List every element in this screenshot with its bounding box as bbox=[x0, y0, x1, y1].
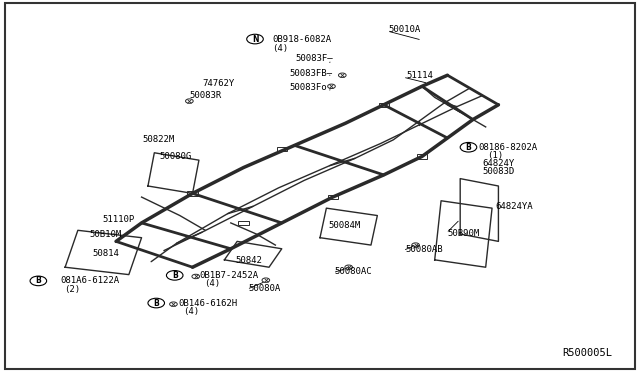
Text: N: N bbox=[252, 35, 259, 44]
Text: B: B bbox=[35, 276, 41, 285]
Text: 50822M: 50822M bbox=[143, 135, 175, 144]
Bar bbox=[188, 191, 198, 196]
Text: B: B bbox=[154, 299, 159, 308]
Text: 50080A: 50080A bbox=[248, 284, 281, 293]
Text: 0B146-6162H: 0B146-6162H bbox=[179, 299, 237, 308]
Text: 50083FB―: 50083FB― bbox=[289, 69, 332, 78]
Circle shape bbox=[246, 34, 263, 44]
Text: 50083D: 50083D bbox=[483, 167, 515, 176]
Text: 50B90M: 50B90M bbox=[447, 229, 480, 238]
Text: (2): (2) bbox=[64, 285, 80, 294]
Text: (1): (1) bbox=[487, 151, 503, 160]
Circle shape bbox=[148, 298, 164, 308]
Text: (4): (4) bbox=[204, 279, 220, 288]
Text: 50084M: 50084M bbox=[328, 221, 360, 230]
Bar bbox=[417, 154, 427, 159]
Text: 0B918-6082A: 0B918-6082A bbox=[272, 35, 332, 44]
Bar bbox=[328, 195, 338, 199]
Text: 74762Y: 74762Y bbox=[202, 79, 234, 88]
Text: 51110P: 51110P bbox=[102, 215, 134, 224]
Text: 50083R: 50083R bbox=[189, 91, 221, 100]
Text: 50080AB: 50080AB bbox=[405, 245, 443, 254]
Text: 51114: 51114 bbox=[406, 71, 433, 80]
Text: 0B1B7-2452A: 0B1B7-2452A bbox=[199, 271, 258, 280]
Text: 50B10M: 50B10M bbox=[90, 230, 122, 239]
Text: 50080AC: 50080AC bbox=[335, 267, 372, 276]
Text: 64824YA: 64824YA bbox=[495, 202, 533, 211]
Text: (4): (4) bbox=[272, 44, 289, 53]
Circle shape bbox=[166, 270, 183, 280]
Circle shape bbox=[30, 276, 47, 286]
Text: B: B bbox=[172, 271, 177, 280]
Text: 081A6-6122A: 081A6-6122A bbox=[60, 276, 119, 285]
Text: 50842: 50842 bbox=[236, 256, 263, 265]
Bar bbox=[276, 147, 287, 151]
Circle shape bbox=[460, 142, 477, 152]
Text: 50083F―: 50083F― bbox=[296, 54, 333, 63]
Text: B: B bbox=[465, 143, 471, 152]
Text: 50814: 50814 bbox=[93, 249, 120, 258]
Bar bbox=[239, 221, 248, 225]
Bar bbox=[379, 103, 389, 107]
Text: 64824Y: 64824Y bbox=[483, 159, 515, 169]
Text: 08186-8202A: 08186-8202A bbox=[478, 143, 537, 152]
Text: 50080G: 50080G bbox=[159, 152, 191, 161]
Text: 50083Fo: 50083Fo bbox=[289, 83, 327, 92]
Text: 50010A: 50010A bbox=[389, 25, 421, 34]
Text: R500005L: R500005L bbox=[562, 348, 612, 358]
Text: (4): (4) bbox=[183, 307, 199, 316]
